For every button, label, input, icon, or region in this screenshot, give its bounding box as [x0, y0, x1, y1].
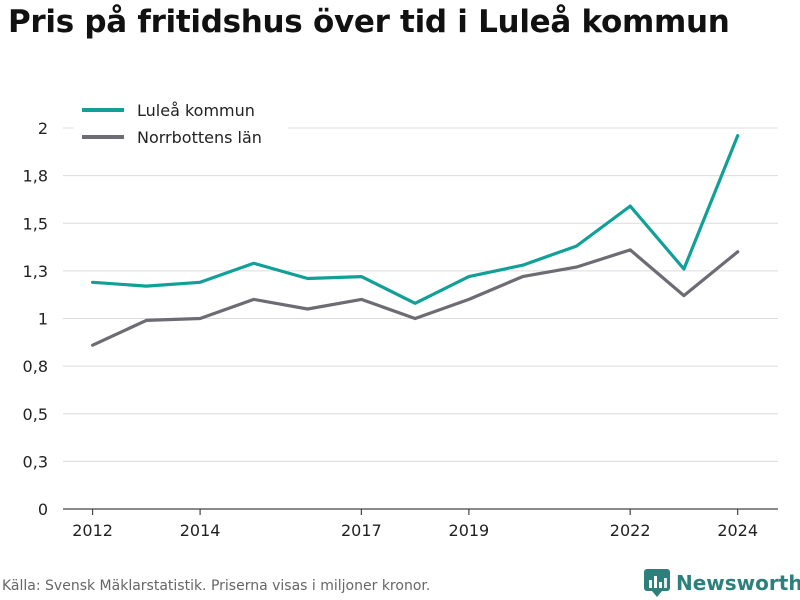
y-tick-label: 1,5 — [23, 214, 48, 233]
x-tick-label: 2022 — [610, 521, 651, 540]
x-tick-label: 2017 — [341, 521, 382, 540]
legend-label: Luleå kommun — [137, 101, 255, 120]
x-tick-label: 2014 — [180, 521, 221, 540]
series-line — [90, 248, 740, 347]
bar-chart-logo-icon — [644, 569, 670, 597]
y-tick-label: 1,8 — [23, 167, 48, 186]
x-tick-label: 2019 — [449, 521, 490, 540]
y-tick-label: 0,8 — [23, 357, 48, 376]
legend-label: Norrbottens län — [137, 128, 262, 147]
brand-logo[interactable]: Newsworthy — [644, 569, 800, 597]
y-axis: 0 0,3 0,5 0,8 1 1,3 1,5 1,8 2 — [23, 119, 48, 519]
series-line — [90, 134, 740, 305]
brand-name: Newsworthy — [676, 571, 800, 595]
y-tick-label: 1 — [38, 310, 48, 329]
y-tick-label: 1,3 — [23, 262, 48, 281]
y-tick-label: 0 — [38, 500, 48, 519]
source-note: Källa: Svensk Mäklarstatistik. Priserna … — [2, 578, 431, 594]
legend: Luleå kommun Norrbottens län — [74, 96, 288, 156]
y-tick-label: 0,5 — [23, 405, 48, 424]
chart-title: Pris på fritidshus över tid i Luleå komm… — [8, 4, 730, 40]
x-tick-label: 2024 — [717, 521, 758, 540]
series-lines — [90, 134, 740, 347]
y-tick-label: 2 — [38, 119, 48, 138]
x-tick-label: 2012 — [72, 521, 113, 540]
x-axis: 2012 2014 2017 2019 2022 2024 — [72, 509, 758, 540]
y-tick-label: 0,3 — [23, 452, 48, 471]
legend-background — [74, 96, 288, 156]
